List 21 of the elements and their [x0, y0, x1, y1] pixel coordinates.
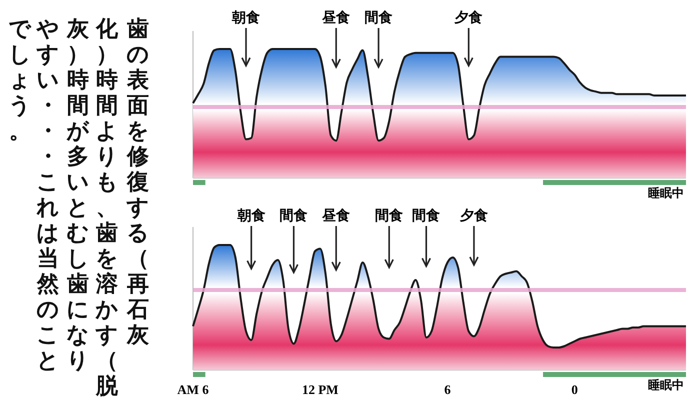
text: 睡眠中 [648, 378, 684, 392]
text: 夕食 [458, 208, 488, 224]
text: やすい・・・これは当然のこと [36, 17, 60, 374]
text: 化）時間よりも、歯を溶かす（脱 [96, 17, 118, 399]
text: 朝食 [236, 208, 266, 224]
text: でしょう。 [8, 17, 32, 144]
x-tick-label: AM 6 [177, 382, 210, 397]
text: 間食 [412, 208, 440, 224]
x-tick-label: 0 [571, 382, 578, 397]
text: 夕食 [454, 10, 483, 26]
text: 間食 [364, 10, 393, 26]
text: 昼食 [321, 10, 350, 26]
text: 間食 [280, 208, 308, 224]
text: 間食 [375, 208, 404, 224]
x-tick-label: 6 [444, 382, 452, 397]
text: 歯の表面を修復する（再石灰 [126, 17, 150, 348]
text: 昼食 [321, 208, 350, 224]
x-tick-label: 12 PM [302, 382, 338, 397]
text: 睡眠中 [648, 186, 684, 200]
text: 朝食 [231, 10, 260, 26]
text: 灰）時間が多いとむし歯になり [66, 17, 90, 374]
